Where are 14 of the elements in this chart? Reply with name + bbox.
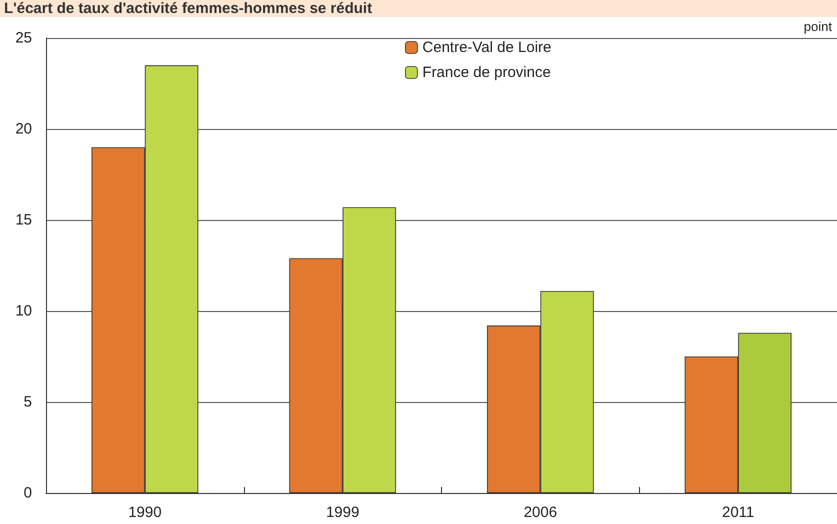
x-tick-label: 1990 xyxy=(128,504,162,521)
legend-label: Centre-Val de Loire xyxy=(422,39,552,56)
y-axis-title: point xyxy=(804,19,832,34)
y-tick-label: 25 xyxy=(15,30,32,46)
y-tick-label: 0 xyxy=(24,484,32,502)
y-tick-label: 5 xyxy=(24,394,32,410)
x-tick-label: 1999 xyxy=(326,504,360,521)
y-tick-label: 10 xyxy=(15,302,32,320)
legend-label: France de province xyxy=(422,64,551,81)
y-tick-label: 15 xyxy=(15,212,32,228)
chart-title: L'écart de taux d'activité femmes-hommes se réduit xyxy=(0,0,837,17)
y-tick-label: 20 xyxy=(15,120,32,138)
x-tick-label: 2011 xyxy=(722,504,754,521)
x-tick-label: 2006 xyxy=(524,504,558,521)
